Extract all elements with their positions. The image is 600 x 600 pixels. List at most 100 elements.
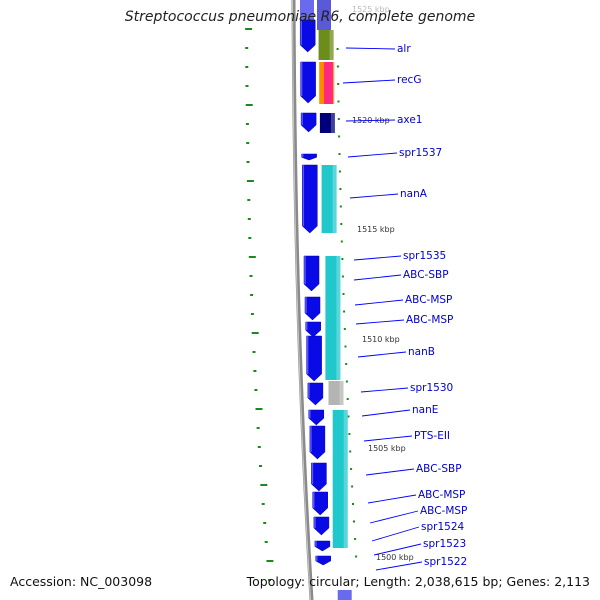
- gene-label[interactable]: spr1524: [421, 521, 464, 533]
- gene-label[interactable]: ABC-SBP: [403, 269, 449, 281]
- gene-leader-line: [345, 47, 396, 50]
- gene-label[interactable]: PTS-EII: [414, 430, 450, 442]
- cds-arrow: [311, 462, 327, 492]
- cds-arrow: [306, 335, 322, 382]
- function-bar: [321, 165, 337, 233]
- gene-leader-line: [371, 526, 420, 542]
- gene-leader-line: [360, 387, 409, 393]
- cds-arrow: [304, 296, 321, 321]
- function-bar: [328, 381, 344, 405]
- gene-label[interactable]: spr1522: [424, 556, 467, 568]
- gene-leader-line: [365, 468, 415, 476]
- ring-tick: [251, 332, 259, 334]
- gene-leader-line: [347, 152, 398, 158]
- function-bar-shade: [343, 410, 348, 548]
- ring-tick: [250, 313, 254, 315]
- inner-tick: [336, 65, 339, 68]
- gene-leader-line: [363, 435, 413, 442]
- genome-backbone: [291, 0, 314, 600]
- inner-tick: [347, 415, 350, 418]
- ring-tick: [261, 503, 265, 505]
- cds-arrow: [314, 540, 331, 552]
- ring-tick: [257, 446, 261, 448]
- function-bar-shade: [339, 381, 344, 405]
- ring-tick: [247, 199, 251, 201]
- gene-label[interactable]: ABC-SBP: [416, 463, 462, 475]
- inner-tick: [349, 450, 352, 453]
- kbp-scale-label: 1505 kbp: [368, 444, 406, 453]
- inner-tick: [345, 380, 348, 383]
- gene-label[interactable]: ABC-MSP: [420, 505, 467, 517]
- function-bar: [319, 113, 335, 133]
- gene-leader-line: [345, 119, 396, 122]
- kbp-scale-label: 1515 kbp: [357, 225, 395, 234]
- cds-arrow: [300, 112, 317, 133]
- gene-leader-line: [373, 543, 422, 556]
- ring-tick: [248, 256, 256, 258]
- function-bar-shade: [330, 113, 335, 133]
- function-bar-shade: [336, 256, 341, 380]
- ring-tick: [245, 104, 253, 106]
- ring-tick: [247, 218, 251, 220]
- cds-feature: [300, 0, 314, 22]
- inner-tick: [350, 468, 353, 470]
- cds-feature: [337, 590, 352, 600]
- feature-layer: [299, 0, 352, 600]
- inner-tick: [339, 188, 342, 190]
- gene-label[interactable]: spr1535: [403, 250, 446, 262]
- kbp-scale-label: 1510 kbp: [362, 335, 400, 344]
- cds-arrow: [305, 321, 321, 338]
- inner-tick: [354, 538, 357, 540]
- ring-tick: [245, 28, 253, 30]
- ring-tick: [249, 275, 253, 277]
- genome-backbone-highlight: [292, 0, 311, 600]
- gene-leader-line: [357, 351, 407, 358]
- function-bar: [318, 30, 334, 60]
- backbone-layer: [291, 0, 314, 600]
- inner-tick: [343, 328, 346, 330]
- gene-label[interactable]: recG: [397, 74, 421, 86]
- ring-tick: [246, 180, 254, 182]
- ring-tick: [245, 123, 249, 125]
- cds-arrow: [312, 491, 328, 516]
- gene-leader-line: [375, 561, 423, 571]
- ring-tick: [245, 85, 249, 87]
- ring-tick: [264, 541, 268, 543]
- ring-tick: [263, 522, 267, 524]
- tick-layer: [245, 28, 358, 581]
- gene-label[interactable]: spr1530: [410, 382, 453, 394]
- gene-label[interactable]: spr1537: [399, 147, 442, 159]
- gene-leader-line: [353, 255, 402, 261]
- ring-tick: [259, 465, 262, 467]
- inner-tick: [353, 520, 355, 523]
- gene-label[interactable]: ABC-MSP: [405, 294, 452, 306]
- gene-label[interactable]: ABC-MSP: [418, 489, 465, 501]
- ring-tick: [245, 66, 249, 68]
- gene-leader-line: [361, 409, 411, 417]
- gene-label[interactable]: ABC-MSP: [406, 314, 453, 326]
- inner-tick: [341, 275, 344, 278]
- gene-label[interactable]: alr: [397, 43, 411, 55]
- cds-arrow: [301, 153, 317, 161]
- kbp-scale-label: 1525 kbp: [352, 5, 390, 14]
- gene-label[interactable]: nanA: [400, 188, 428, 200]
- inner-tick: [346, 398, 349, 400]
- ring-tick: [255, 408, 263, 410]
- cds-arrow: [299, 19, 316, 53]
- gene-leader-line: [349, 193, 399, 199]
- cds-arrow: [308, 409, 325, 426]
- inner-tick: [340, 223, 343, 225]
- gene-label[interactable]: spr1523: [423, 538, 466, 550]
- map-title: Streptococcus pneumoniae R6, complete ge…: [124, 9, 476, 25]
- inner-tick: [338, 170, 341, 173]
- inner-tick: [340, 240, 343, 243]
- function-bar: [325, 256, 341, 380]
- inner-tick: [355, 555, 358, 558]
- ring-tick: [246, 142, 250, 144]
- cds-arrow: [302, 164, 318, 234]
- inner-tick: [344, 345, 347, 348]
- gene-label[interactable]: nanB: [408, 346, 435, 358]
- gene-label[interactable]: axe1: [397, 114, 422, 126]
- gene-label[interactable]: nanE: [412, 404, 438, 416]
